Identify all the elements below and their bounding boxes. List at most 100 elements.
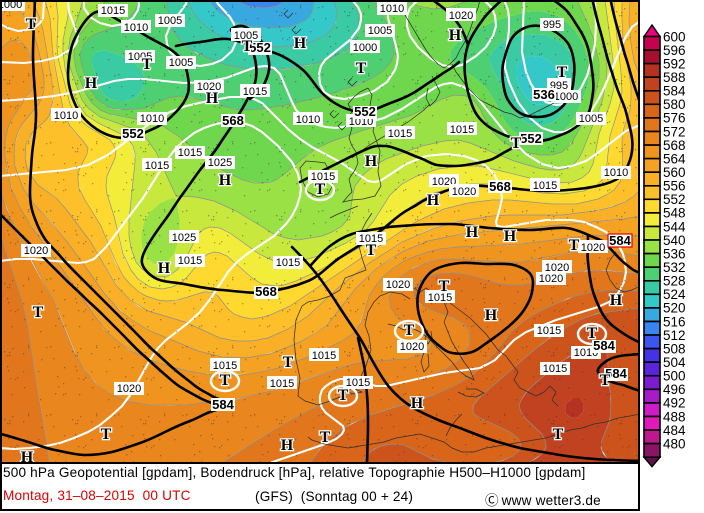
svg-text:T: T bbox=[600, 372, 611, 389]
svg-text:1005: 1005 bbox=[158, 15, 182, 27]
svg-text:1015: 1015 bbox=[450, 124, 474, 136]
svg-text:1015: 1015 bbox=[145, 160, 169, 172]
svg-text:1010: 1010 bbox=[380, 3, 404, 15]
svg-text:592: 592 bbox=[663, 56, 686, 71]
svg-text:T: T bbox=[356, 60, 367, 77]
svg-text:1020: 1020 bbox=[581, 242, 605, 254]
svg-text:H: H bbox=[427, 192, 440, 209]
svg-text:H: H bbox=[85, 75, 98, 92]
svg-text:520: 520 bbox=[663, 301, 686, 316]
svg-text:T: T bbox=[587, 325, 598, 342]
svg-text:1015: 1015 bbox=[428, 292, 452, 304]
svg-text:544: 544 bbox=[663, 219, 686, 234]
svg-text:1015: 1015 bbox=[178, 255, 202, 267]
svg-text:564: 564 bbox=[663, 151, 686, 166]
svg-text:552: 552 bbox=[520, 131, 542, 146]
svg-text:588: 588 bbox=[663, 70, 686, 85]
svg-text:1005: 1005 bbox=[234, 30, 258, 42]
svg-text:H: H bbox=[158, 260, 171, 277]
svg-text:596: 596 bbox=[663, 43, 686, 58]
svg-text:T: T bbox=[439, 278, 450, 295]
svg-text:T: T bbox=[320, 429, 331, 446]
svg-text:1020: 1020 bbox=[197, 81, 221, 93]
svg-text:516: 516 bbox=[663, 314, 686, 329]
svg-text:584: 584 bbox=[212, 397, 234, 412]
svg-text:T: T bbox=[33, 304, 44, 321]
svg-text:T: T bbox=[315, 181, 326, 198]
svg-text:T: T bbox=[142, 56, 153, 73]
svg-text:1000: 1000 bbox=[353, 42, 377, 54]
svg-text:568: 568 bbox=[222, 113, 244, 128]
svg-text:1025: 1025 bbox=[172, 232, 196, 244]
svg-text:1005: 1005 bbox=[169, 57, 193, 69]
svg-text:552: 552 bbox=[122, 126, 144, 141]
svg-text:T: T bbox=[26, 16, 37, 33]
svg-text:484: 484 bbox=[663, 423, 686, 438]
svg-text:580: 580 bbox=[663, 97, 686, 112]
svg-text:H: H bbox=[504, 228, 517, 245]
svg-text:T: T bbox=[242, 38, 253, 55]
svg-text:552: 552 bbox=[663, 192, 686, 207]
svg-text:1015: 1015 bbox=[270, 378, 294, 390]
svg-text:1015: 1015 bbox=[346, 377, 370, 389]
svg-text:524: 524 bbox=[663, 287, 686, 302]
svg-text:1020: 1020 bbox=[545, 262, 569, 274]
svg-text:1005: 1005 bbox=[368, 25, 392, 37]
svg-text:1010: 1010 bbox=[604, 167, 628, 179]
svg-text:T: T bbox=[511, 135, 522, 152]
svg-text:1015: 1015 bbox=[178, 147, 202, 159]
svg-text:1020: 1020 bbox=[24, 245, 48, 257]
svg-text:584: 584 bbox=[609, 233, 631, 248]
svg-text:1020: 1020 bbox=[449, 10, 473, 22]
svg-text:528: 528 bbox=[663, 274, 686, 289]
svg-text:488: 488 bbox=[663, 409, 686, 424]
svg-text:T: T bbox=[366, 242, 377, 259]
svg-text:1000: 1000 bbox=[2, 2, 22, 11]
svg-text:496: 496 bbox=[663, 382, 686, 397]
svg-text:492: 492 bbox=[663, 396, 686, 411]
svg-text:1020: 1020 bbox=[386, 279, 410, 291]
svg-text:T: T bbox=[557, 64, 568, 81]
svg-text:508: 508 bbox=[663, 341, 686, 356]
svg-text:584: 584 bbox=[593, 338, 615, 353]
svg-text:600: 600 bbox=[663, 29, 686, 44]
svg-text:1015: 1015 bbox=[543, 363, 567, 375]
svg-text:1015: 1015 bbox=[388, 128, 412, 140]
svg-text:H: H bbox=[411, 395, 424, 412]
svg-text:572: 572 bbox=[663, 124, 686, 139]
svg-text:1025: 1025 bbox=[208, 157, 232, 169]
svg-text:T: T bbox=[569, 237, 580, 254]
svg-text:576: 576 bbox=[663, 111, 686, 126]
svg-text:1000: 1000 bbox=[554, 91, 578, 103]
svg-text:1015: 1015 bbox=[311, 171, 335, 183]
svg-text:1015: 1015 bbox=[243, 86, 267, 98]
svg-text:T: T bbox=[404, 322, 415, 339]
svg-text:1010: 1010 bbox=[140, 113, 164, 125]
svg-text:568: 568 bbox=[663, 138, 686, 153]
svg-text:536: 536 bbox=[533, 87, 555, 102]
svg-text:1020: 1020 bbox=[400, 341, 424, 353]
svg-text:H: H bbox=[466, 224, 479, 241]
svg-text:504: 504 bbox=[663, 355, 686, 370]
svg-text:1015: 1015 bbox=[537, 325, 561, 337]
svg-text:1010: 1010 bbox=[124, 22, 148, 34]
svg-text:568: 568 bbox=[255, 284, 277, 299]
svg-text:H: H bbox=[206, 90, 219, 107]
svg-text:536: 536 bbox=[663, 246, 686, 261]
svg-text:556: 556 bbox=[663, 179, 686, 194]
svg-text:532: 532 bbox=[663, 260, 686, 275]
svg-text:H: H bbox=[485, 307, 498, 324]
svg-text:H: H bbox=[610, 292, 623, 309]
svg-text:T: T bbox=[220, 372, 231, 389]
svg-text:1010: 1010 bbox=[54, 110, 78, 122]
svg-text:1015: 1015 bbox=[213, 360, 237, 372]
svg-text:1020: 1020 bbox=[117, 383, 141, 395]
svg-text:1010: 1010 bbox=[296, 114, 320, 126]
svg-text:500: 500 bbox=[663, 369, 686, 384]
svg-text:1005: 1005 bbox=[128, 51, 152, 63]
svg-text:552: 552 bbox=[354, 104, 376, 119]
svg-text:584: 584 bbox=[605, 366, 627, 381]
svg-text:1015: 1015 bbox=[312, 350, 336, 362]
svg-text:1015: 1015 bbox=[533, 180, 557, 192]
svg-text:1015: 1015 bbox=[101, 5, 125, 17]
